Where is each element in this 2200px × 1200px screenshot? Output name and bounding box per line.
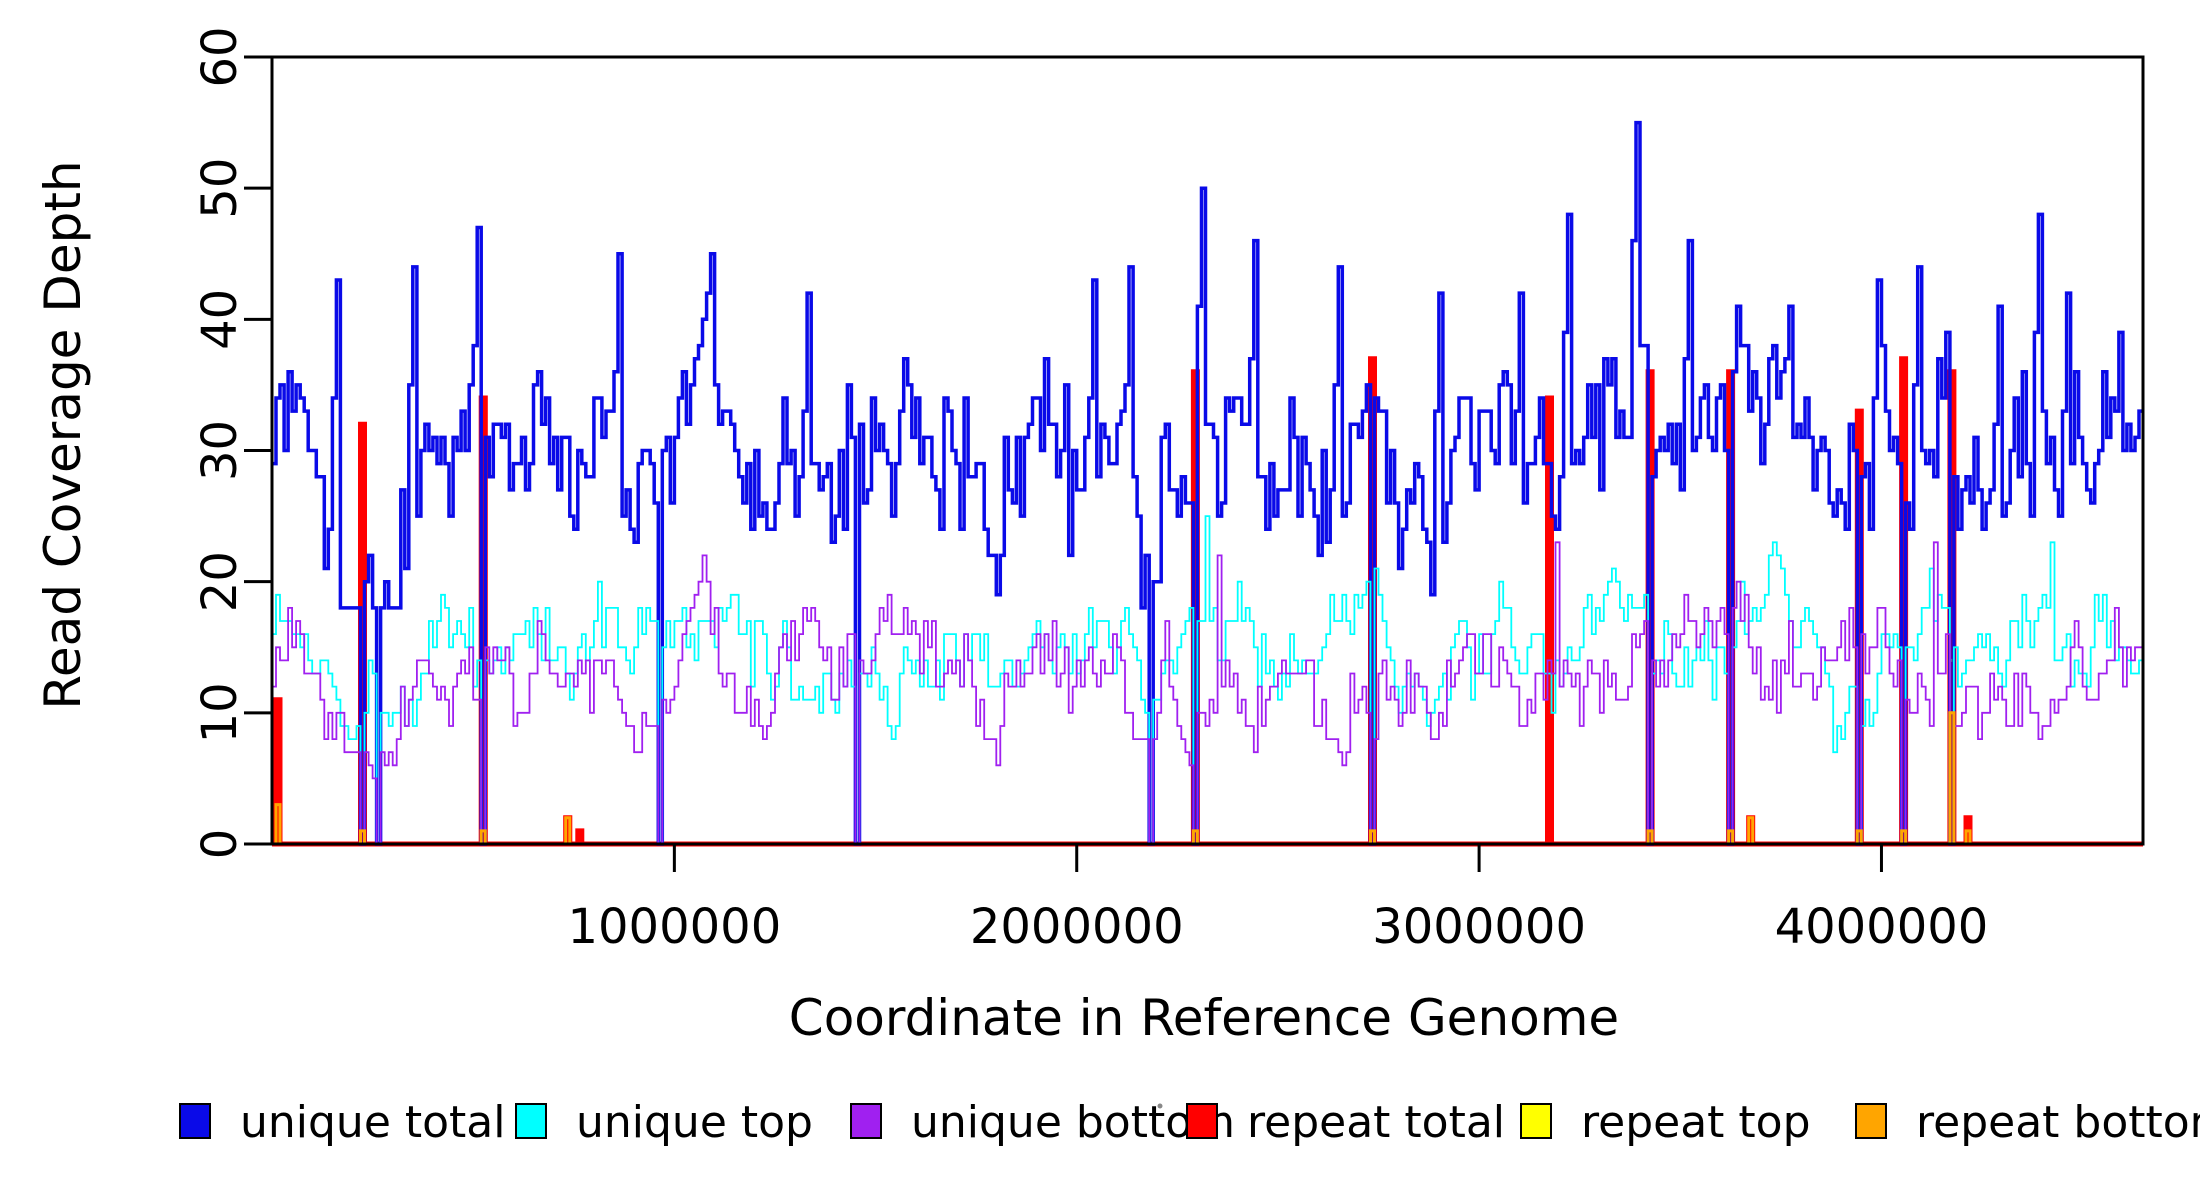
legend: unique total unique top unique bottom re…: [179, 1097, 2200, 1148]
y-tick-label: 40: [192, 289, 248, 350]
x-tick-label: 4000000: [1775, 899, 1989, 955]
y-tick-label: 20: [192, 551, 248, 612]
x-tick-label: 2000000: [970, 899, 1184, 955]
x-tick-label: 3000000: [1372, 899, 1586, 955]
legend-label-repeat-top: repeat top: [1581, 1097, 1811, 1148]
x-axis: 1000000 2000000 3000000 4000000: [567, 844, 1988, 955]
x-axis-title: Coordinate in Reference Genome: [789, 989, 1619, 1047]
legend-swatch-repeat-top: [1520, 1103, 1552, 1139]
x-tick-label: 1000000: [567, 899, 781, 955]
legend-item-unique-top: unique top: [515, 1097, 813, 1148]
legend-swatch-unique-bottom: [850, 1103, 882, 1139]
series-unique-total: [272, 120, 2143, 846]
legend-item-unique-total: unique total: [179, 1097, 505, 1148]
legend-artifact-dot: [1157, 1103, 1163, 1109]
series-unique-bottom: [272, 541, 2143, 845]
legend-label-unique-top: unique top: [576, 1097, 813, 1148]
y-axis-title: Read Coverage Depth: [34, 160, 92, 709]
legend-swatch-unique-total: [179, 1103, 211, 1139]
y-axis: 0 10 20 30 40 50 60: [192, 26, 272, 859]
legend-item-repeat-top: repeat top: [1520, 1097, 1811, 1148]
legend-swatch-repeat-total: [1186, 1103, 1218, 1139]
legend-swatch-unique-top: [515, 1103, 547, 1139]
y-tick-label: 30: [192, 420, 248, 481]
legend-label-unique-total: unique total: [240, 1097, 505, 1148]
legend-label-unique-bottom: unique bottom: [911, 1097, 1235, 1148]
y-tick-label: 50: [192, 158, 248, 219]
legend-item-repeat-total: repeat total: [1186, 1097, 1505, 1148]
legend-swatch-repeat-bottom: [1855, 1103, 1887, 1139]
legend-item-repeat-bottom: repeat bottom: [1855, 1097, 2200, 1148]
legend-item-unique-bottom: unique bottom: [850, 1097, 1235, 1148]
y-tick-label: 0: [192, 829, 248, 860]
y-tick-label: 60: [192, 26, 248, 87]
legend-label-repeat-total: repeat total: [1247, 1097, 1505, 1148]
legend-label-repeat-bottom: repeat bottom: [1916, 1097, 2200, 1148]
y-tick-label: 10: [192, 682, 248, 743]
